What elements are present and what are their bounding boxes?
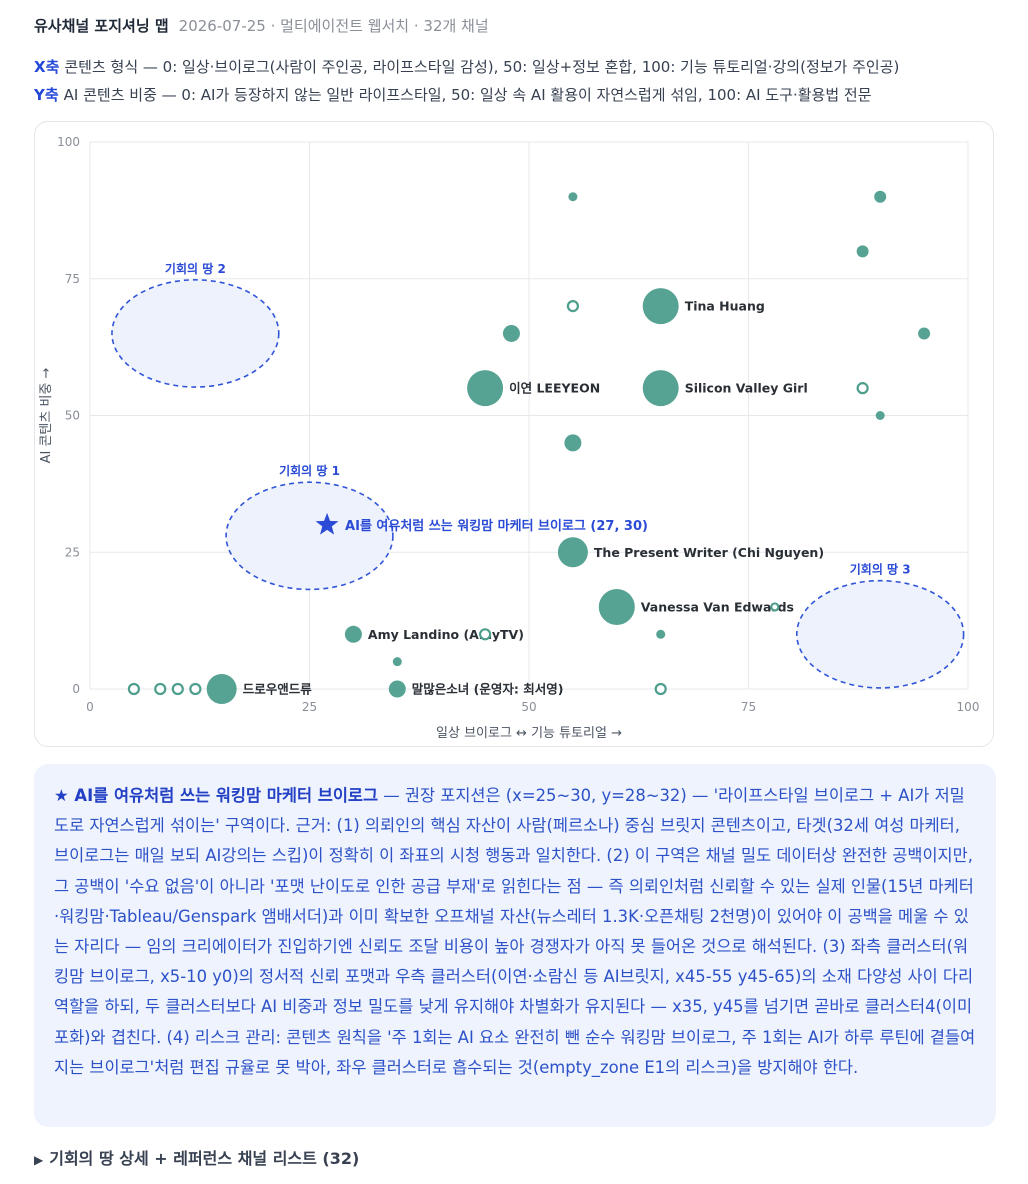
- y-tick-label: 100: [57, 135, 80, 149]
- channel-point: [856, 382, 869, 395]
- x-axis-tag: X축: [34, 58, 60, 76]
- channel-point: [392, 657, 402, 667]
- channel-point: [856, 245, 869, 258]
- channel-label: 이연 LEEYEON: [509, 381, 600, 396]
- channel-label: Amy Landino (AmyTV): [368, 627, 524, 642]
- y-tick-label: 50: [65, 409, 80, 423]
- channel-point: [557, 537, 588, 568]
- x-tick-label: 50: [521, 700, 536, 714]
- channel-point: [566, 300, 580, 313]
- channel-point: [344, 625, 362, 643]
- disclosure-triangle-icon: ▶: [34, 1153, 44, 1167]
- channel-point: [568, 192, 578, 202]
- y-tick-label: 75: [65, 272, 80, 286]
- channel-label: 드로우앤드류: [243, 682, 313, 697]
- channel-point: [564, 434, 582, 452]
- opportunity-zone: [225, 481, 394, 591]
- target-label: AI를 여유처럼 쓰는 워킹맘 마케터 브이로그 (27, 30): [345, 518, 648, 534]
- channel-point: [918, 327, 931, 340]
- x-tick-label: 0: [86, 700, 94, 714]
- channel-point: [642, 288, 679, 325]
- channel-point: [189, 682, 202, 696]
- page-meta: 2026-07-25 · 멀티에이전트 웹서치 · 32개 채널: [178, 17, 489, 35]
- opportunity-zone-label: 기회의 땅 1: [279, 463, 340, 478]
- target-star-icon: [315, 512, 339, 535]
- channel-point: [656, 629, 666, 639]
- channel-label: The Present Writer (Chi Nguyen): [594, 545, 824, 560]
- x-tick-label: 75: [741, 700, 756, 714]
- insight-panel: ★ AI를 여유처럼 쓰는 워킹맘 마케터 브이로그 — 권장 포지션은 (x=…: [34, 764, 996, 1127]
- x-axis-label: 일상 브이로그 ↔ 기능 튜토리얼 →: [436, 726, 622, 741]
- channel-point: [154, 682, 167, 696]
- x-tick-label: 25: [302, 700, 317, 714]
- opportunity-zone: [111, 279, 280, 388]
- channel-point: [127, 682, 141, 696]
- y-tick-label: 0: [72, 682, 80, 696]
- channel-point: [206, 674, 237, 704]
- channel-point: [875, 411, 885, 420]
- channel-label: Vanessa Van Edwards: [641, 599, 794, 614]
- channel-label: Tina Huang: [685, 299, 765, 314]
- channel-label: Silicon Valley Girl: [685, 381, 808, 396]
- opportunity-zone-label: 기회의 땅 2: [165, 261, 226, 276]
- channel-point: [479, 628, 492, 641]
- channel-point: [467, 370, 504, 407]
- details-label: 기회의 땅 상세 + 레퍼런스 채널 리스트 (32): [49, 1149, 360, 1168]
- page-title: 유사채널 포지셔닝 맵: [34, 17, 169, 35]
- channel-point: [502, 324, 520, 342]
- insight-lead: ★ AI를 여유처럼 쓰는 워킹맘 마케터 브이로그: [54, 786, 379, 805]
- y-axis-text: AI 콘텐츠 비중 — 0: AI가 등장하지 않는 일반 라이프스타일, 50…: [63, 86, 872, 104]
- details-toggle[interactable]: ▶ 기회의 땅 상세 + 레퍼런스 채널 리스트 (32): [34, 1145, 359, 1169]
- positioning-map-chart: 기회의 땅 1 기회의 땅 2 기회의 땅 3 Tina Huang 이연 LEEYE…: [39, 135, 980, 741]
- x-axis-description: X축 콘텐츠 형식 — 0: 일상·브이로그(사람이 주인공, 라이프스타일 감성…: [34, 56, 899, 77]
- channel-point: [171, 682, 184, 696]
- y-tick-label: 25: [65, 545, 80, 559]
- channel-point: [642, 370, 679, 407]
- channel-point: [388, 680, 406, 698]
- x-axis-text: 콘텐츠 형식 — 0: 일상·브이로그(사람이 주인공, 라이프스타일 감성),…: [64, 58, 900, 76]
- opportunity-zone: [795, 579, 965, 689]
- channel-point: [598, 588, 635, 625]
- y-axis-label: AI 콘텐츠 비중 →: [39, 367, 54, 463]
- insight-body: — 권장 포지션은 (x=25~30, y=28~32) — '라이프스타일 브…: [54, 786, 976, 1077]
- y-axis-tag: Y축: [34, 86, 59, 104]
- channel-label: 말많은소녀 (운영자: 최서영): [412, 682, 564, 697]
- x-tick-label: 100: [957, 700, 980, 714]
- channel-point: [770, 602, 780, 612]
- opportunity-zone-label: 기회의 땅 3: [850, 562, 911, 577]
- page-header: 유사채널 포지셔닝 맵 2026-07-25 · 멀티에이전트 웹서치 · 32개…: [34, 15, 489, 36]
- channel-point: [874, 190, 887, 203]
- y-axis-description: Y축 AI 콘텐츠 비중 — 0: AI가 등장하지 않는 일반 라이프스타일, …: [34, 84, 872, 105]
- channel-point: [654, 682, 667, 696]
